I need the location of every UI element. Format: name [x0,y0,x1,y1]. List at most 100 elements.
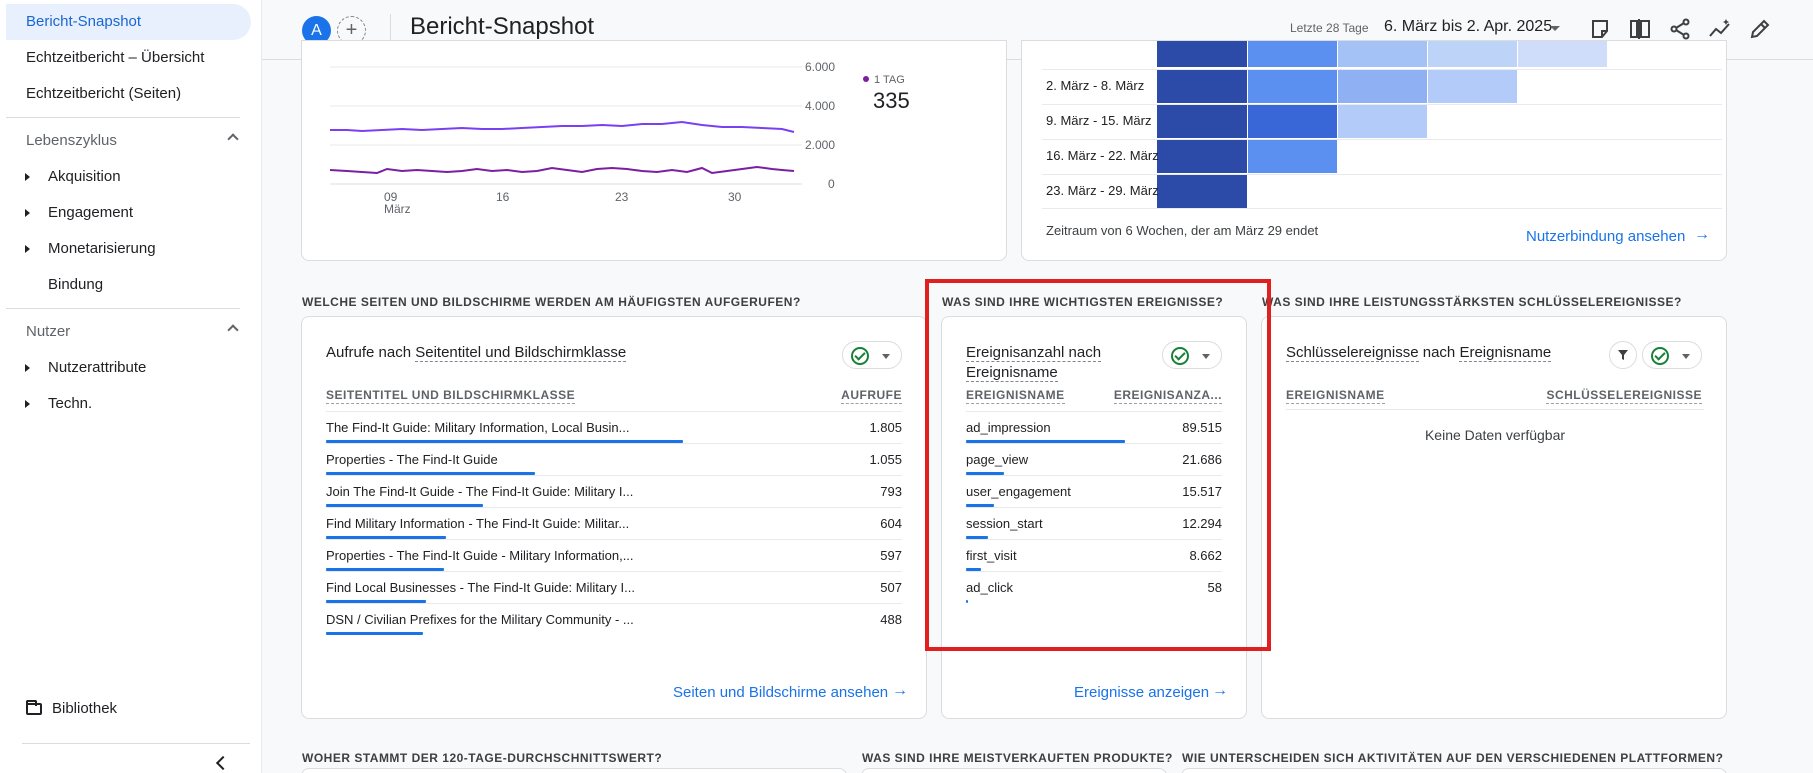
sidebar-section-users[interactable]: Nutzer [6,314,251,350]
x-tick-label: 30 [728,190,742,204]
cohort-cell [1157,70,1247,103]
legend-value: 335 [873,88,910,113]
card-title-dimension[interactable]: Ereignisname [966,364,1058,382]
cohort-cell [1157,140,1247,173]
row-value: 597 [880,548,902,563]
view-events-link[interactable]: Ereignisse anzeigen [1074,684,1210,701]
row-value: 793 [880,484,902,499]
row-value-bar [966,600,968,603]
compare-status-pill[interactable] [842,341,902,369]
caret-right-icon [25,173,30,181]
column-header[interactable]: EREIGNISANZA... [1113,388,1222,404]
sidebar-item-realtime-pages[interactable]: Echtzeitbericht (Seiten) [26,85,182,102]
row-value-bar [326,632,423,635]
date-range-label[interactable]: Letzte 28 Tage [1290,21,1369,35]
row-value: 488 [880,612,902,627]
folder-icon [26,700,42,715]
table-row[interactable]: first_visit 8.662 [966,539,1222,571]
card-title-dimension[interactable]: Ereignisname [1459,344,1552,362]
table-row[interactable]: session_start 12.294 [966,507,1222,539]
table-row[interactable]: Find Military Information - The Find-It … [326,507,902,539]
sidebar-section-label: Nutzer [26,323,71,340]
row-value-bar [326,568,444,571]
section-title-120day: WOHER STAMMT DER 120-TAGE-DURCHSCHNITTSW… [302,751,663,765]
sidebar-item-report-snapshot[interactable]: Bericht-Snapshot [6,4,251,40]
card-title-dimension[interactable]: Seitentitel und Bildschirmklasse [415,344,627,362]
date-range-value[interactable]: 6. März bis 2. Apr. 2025 [1384,18,1553,35]
table-row[interactable]: ad_click 58 [966,571,1222,603]
row-name: The Find-It Guide: Military Information,… [326,420,630,435]
column-header[interactable]: AUFRUFE [841,388,902,404]
card-title-metric[interactable]: Schlüsselereignisse [1286,344,1419,362]
card-title: Schlüsselereignisse nach Ereignisname [1286,343,1552,363]
column-header[interactable]: SCHLÜSSELEREIGNISSE [1546,388,1702,404]
arrow-right-icon: → [892,682,908,699]
row-divider [1042,174,1722,175]
cohort-cell [1518,41,1607,67]
card-title: Ereignisanzahl nach Ereignisname [966,343,1156,383]
row-name: page_view [966,452,1029,467]
note-icon[interactable] [1588,17,1612,41]
sidebar-item-tech[interactable]: Techn. [6,386,251,422]
sidebar-item-library[interactable]: Bibliothek [6,691,251,727]
cohort-cell [1338,105,1427,138]
row-value-bar [326,536,446,539]
row-value-bar [966,568,981,571]
card-title: Aufrufe nach Seitentitel und Bildschirmk… [326,343,627,363]
sidebar: Bericht-Snapshot Echtzeitbericht – Übers… [0,0,262,773]
sidebar-item-label: Techn. [48,395,93,412]
chevron-up-icon [227,133,239,145]
column-header[interactable]: SEITENTITEL UND BILDSCHIRMKLASSE [326,388,576,404]
sidebar-item-user-attributes[interactable]: Nutzerattribute [6,350,251,386]
caret-down-icon [882,354,890,359]
sidebar-item-monetization[interactable]: Monetarisierung [6,231,251,267]
sidebar-item-engagement[interactable]: Engagement [6,195,251,231]
row-value-bar [966,472,1004,475]
row-value-bar [326,504,483,507]
card-120day [301,768,847,773]
table-row[interactable]: DSN / Civilian Prefixes for the Military… [326,603,902,635]
series-line-lower [329,165,795,175]
row-divider [1286,409,1704,410]
sidebar-item-realtime-overview[interactable]: Echtzeitbericht – Übersicht [26,49,205,66]
table-row[interactable]: page_view 21.686 [966,443,1222,475]
column-header[interactable]: EREIGNISNAME [1286,388,1385,404]
card-title-metric[interactable]: Ereignisanzahl nach [966,344,1102,362]
series-line-upper [330,120,795,133]
table-row[interactable]: The Find-It Guide: Military Information,… [326,411,902,443]
share-icon[interactable] [1668,17,1692,41]
table-row[interactable]: ad_impression 89.515 [966,411,1222,443]
view-pages-link[interactable]: Seiten und Bildschirme ansehen [673,684,889,701]
sidebar-item-label: Bibliothek [52,700,118,717]
filter-button[interactable] [1609,341,1637,369]
table-row[interactable]: Find Local Businesses - The Find-It Guid… [326,571,902,603]
compare-status-pill[interactable] [1642,341,1702,369]
caret-down-icon [1202,354,1210,359]
row-value-bar [326,440,683,443]
sidebar-item-retention[interactable]: Bindung [48,276,104,293]
sidebar-section-lifecycle[interactable]: Lebenszyklus [6,123,251,159]
insights-icon[interactable] [1708,17,1732,41]
card-products [861,768,1167,773]
table-row[interactable]: Properties - The Find-It Guide - Militar… [326,539,902,571]
table-row[interactable]: Properties - The Find-It Guide 1.055 [326,443,902,475]
column-header[interactable]: EREIGNISNAME [966,388,1065,404]
table-row[interactable]: user_engagement 15.517 [966,475,1222,507]
date-dropdown-icon[interactable] [1550,26,1560,31]
table-row[interactable]: Join The Find-It Guide - The Find-It Gui… [326,475,902,507]
cohort-cell [1428,70,1517,103]
section-title-pages: WELCHE SEITEN UND BILDSCHIRME WERDEN AM … [302,295,801,309]
card-title-connector: nach [1418,344,1460,361]
compare-icon[interactable] [1628,17,1652,41]
caret-right-icon [25,245,30,253]
compare-status-pill[interactable] [1162,341,1222,369]
collapse-sidebar-icon[interactable] [215,755,231,771]
legend-dot [863,76,869,82]
sidebar-item-acquisition[interactable]: Akquisition [6,159,251,195]
edit-icon[interactable] [1748,17,1772,41]
row-name: ad_impression [966,420,1051,435]
view-retention-link[interactable]: Nutzerbindung ansehen [1526,228,1686,245]
cohort-row-label: 23. März - 29. März [1046,183,1159,198]
cohort-cell [1248,41,1337,67]
card-title-prefix: Aufrufe nach [326,344,416,361]
